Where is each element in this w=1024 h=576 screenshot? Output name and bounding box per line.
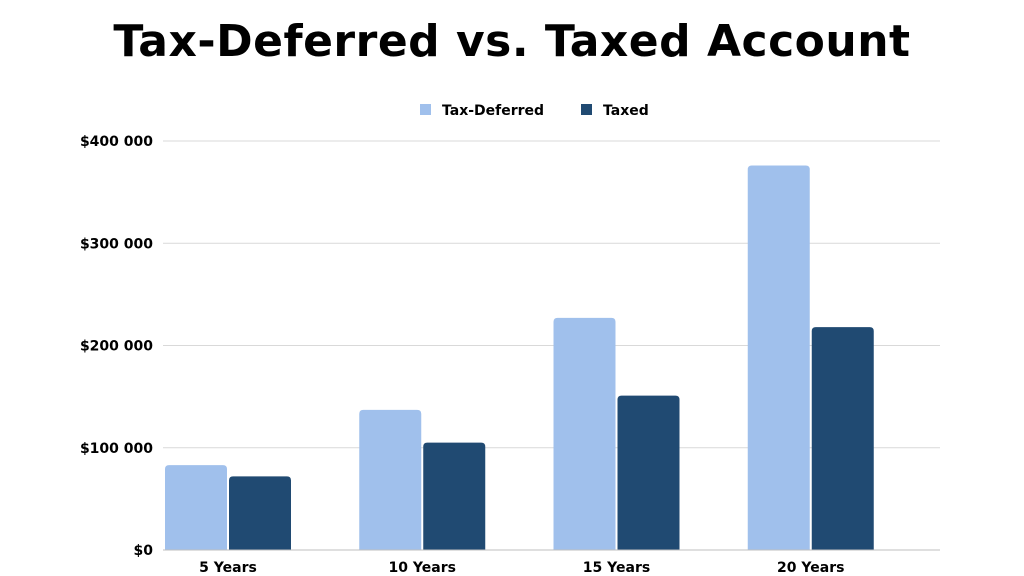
chart-title: Tax-Deferred vs. Taxed Account [113,16,911,67]
axes: $0 $100 000 $200 000 $300 000 $400 000 5 Year… [80,134,940,576]
y-tick-label: $100 000 [80,441,153,457]
bars [165,165,874,551]
bar-tax-deferred-1 [359,409,422,550]
y-tick-label: $400 000 [80,134,153,150]
bar-taxed-1 [423,442,486,550]
bar-taxed-2 [617,395,680,550]
bar-tax-deferred-3 [747,165,810,551]
y-tick-label: $200 000 [80,339,153,355]
bar-tax-deferred-2 [553,317,616,550]
gridlines [163,140,940,449]
x-tick-label: 10 Years [389,560,456,576]
legend-swatch-0 [420,104,431,115]
legend-swatch-1 [581,104,592,115]
legend-label-1: Taxed [603,103,649,119]
bar-taxed-0 [229,476,291,550]
x-tick-label: 5 Years [199,560,257,576]
legend: Tax-Deferred Taxed [420,103,649,119]
bar-tax-deferred-0 [165,465,227,550]
x-tick-label: 20 Years [777,560,844,576]
bar-taxed-3 [811,327,874,550]
y-tick-label: $300 000 [80,236,153,252]
y-tick-label: $0 [134,543,154,559]
x-tick-label: 15 Years [583,560,650,576]
legend-label-0: Tax-Deferred [442,103,544,119]
